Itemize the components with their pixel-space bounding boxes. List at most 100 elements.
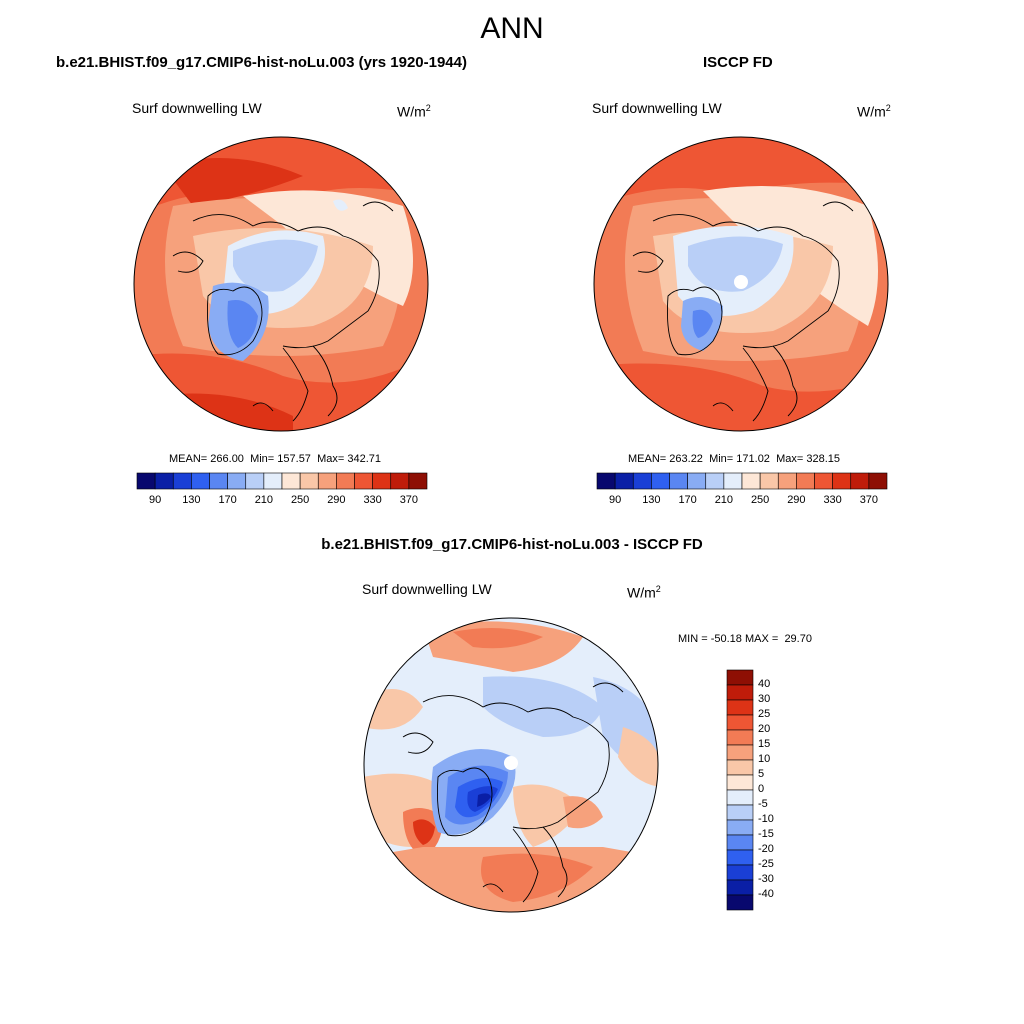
diff-units-label: W/m2: [627, 584, 661, 601]
obs-case-title: ISCCP FD: [703, 54, 773, 71]
colorbar-tick-label: -40: [758, 888, 774, 900]
colorbar-tick-label: -5: [758, 798, 768, 810]
colorbar-swatch: [726, 669, 754, 686]
colorbar-tick-label: -20: [758, 843, 774, 855]
colorbar-tick-label: 25: [758, 708, 771, 720]
colorbar-swatch: [726, 819, 754, 836]
obs-colorbar: [596, 472, 888, 490]
colorbar-tick-label: -10: [758, 813, 774, 825]
colorbar-swatch: [705, 472, 725, 490]
obs-colorbar-ticks: 90 130 170 210 250 290 330 370: [597, 494, 887, 508]
obs-units-label: W/m2: [857, 103, 891, 120]
colorbar-swatch: [408, 472, 428, 490]
colorbar-tick-label: 10: [758, 753, 771, 765]
model-stats: MEAN= 266.00 Min= 157.57 Max= 342.71: [169, 453, 381, 465]
colorbar-swatch: [263, 472, 283, 490]
colorbar-swatch: [687, 472, 707, 490]
model-colorbar: [136, 472, 428, 490]
colorbar-swatch: [726, 759, 754, 776]
colorbar-swatch: [651, 472, 670, 490]
colorbar-swatch: [777, 472, 797, 490]
colorbar-swatch: [726, 729, 754, 746]
colorbar-tick-label: -30: [758, 873, 774, 885]
diff-stats: MIN = -50.18 MAX = 29.70: [678, 633, 812, 645]
colorbar-tick-label: 0: [758, 783, 765, 795]
model-polar-map: [133, 136, 429, 432]
colorbar-tick-label: 330: [363, 494, 382, 506]
model-colorbar-ticks: 90 130 170 210 250 290 330 370: [137, 494, 427, 508]
diff-colorbar: [726, 669, 754, 911]
obs-polar-map: [593, 136, 889, 432]
figure-title: ANN: [480, 12, 544, 45]
colorbar-swatch: [317, 472, 337, 490]
colorbar-swatch: [726, 879, 754, 896]
colorbar-swatch: [726, 684, 754, 701]
colorbar-tick-label: 170: [218, 494, 237, 506]
colorbar-swatch: [191, 472, 210, 490]
colorbar-swatch: [726, 849, 754, 866]
colorbar-tick-label: 20: [758, 723, 771, 735]
colorbar-swatch: [726, 789, 754, 806]
colorbar-swatch: [832, 472, 852, 490]
diff-variable-label: Surf downwelling LW: [362, 581, 492, 597]
colorbar-swatch: [726, 804, 754, 821]
colorbar-swatch: [741, 472, 761, 490]
colorbar-swatch: [723, 472, 743, 490]
colorbar-tick-label: -25: [758, 858, 774, 870]
colorbar-tick-label: 250: [290, 494, 310, 506]
colorbar-swatch: [850, 472, 870, 490]
colorbar-tick-label: 210: [714, 494, 734, 506]
diff-polar-map: [363, 617, 659, 913]
colorbar-swatch: [726, 744, 754, 761]
colorbar-swatch: [868, 472, 888, 490]
colorbar-swatch: [632, 472, 652, 490]
colorbar-tick-label: 370: [859, 494, 879, 506]
colorbar-swatch: [614, 472, 634, 490]
colorbar-tick-label: 30: [758, 693, 771, 705]
colorbar-swatch: [726, 714, 754, 731]
colorbar-swatch: [726, 864, 754, 881]
colorbar-swatch: [209, 472, 228, 490]
colorbar-swatch: [390, 472, 410, 490]
colorbar-tick-label: -15: [758, 828, 774, 840]
colorbar-tick-label: 130: [642, 494, 661, 506]
colorbar-swatch: [814, 472, 833, 490]
colorbar-tick-label: 130: [182, 494, 201, 506]
colorbar-swatch: [336, 472, 355, 490]
obs-stats: MEAN= 263.22 Min= 171.02 Max= 328.15: [628, 453, 840, 465]
colorbar-swatch: [726, 699, 754, 716]
model-case-title: b.e21.BHIST.f09_g17.CMIP6-hist-noLu.003 …: [56, 54, 467, 71]
colorbar-tick-label: 5: [758, 768, 765, 780]
colorbar-swatch: [227, 472, 247, 490]
colorbar-tick-label: 40: [758, 678, 771, 690]
colorbar-tick-label: 290: [327, 494, 346, 506]
colorbar-swatch: [726, 774, 754, 791]
colorbar-tick-label: 330: [823, 494, 842, 506]
colorbar-swatch: [372, 472, 392, 490]
colorbar-tick-label: 15: [758, 738, 771, 750]
colorbar-tick-label: 170: [678, 494, 697, 506]
colorbar-tick-label: 250: [750, 494, 770, 506]
colorbar-swatch: [354, 472, 373, 490]
colorbar-swatch: [136, 472, 156, 490]
colorbar-tick-label: 370: [399, 494, 419, 506]
colorbar-swatch: [726, 894, 754, 911]
colorbar-tick-label: 90: [609, 494, 622, 506]
colorbar-swatch: [281, 472, 301, 490]
colorbar-swatch: [669, 472, 688, 490]
colorbar-swatch: [154, 472, 174, 490]
diff-colorbar-ticks: 40 30 25 20 15 10 5 0 -5 -10 -15 -20 -25 -30 -40: [758, 670, 798, 910]
colorbar-swatch: [759, 472, 779, 490]
colorbar-swatch: [299, 472, 319, 490]
colorbar-swatch: [172, 472, 192, 490]
colorbar-tick-label: 290: [787, 494, 806, 506]
model-units-label: W/m2: [397, 103, 431, 120]
obs-variable-label: Surf downwelling LW: [592, 100, 722, 116]
colorbar-swatch: [596, 472, 616, 490]
colorbar-tick-label: 90: [149, 494, 162, 506]
model-variable-label: Surf downwelling LW: [132, 100, 262, 116]
colorbar-swatch: [796, 472, 815, 490]
diff-case-title: b.e21.BHIST.f09_g17.CMIP6-hist-noLu.003 …: [321, 536, 703, 553]
colorbar-swatch: [245, 472, 265, 490]
colorbar-tick-label: 210: [254, 494, 274, 506]
